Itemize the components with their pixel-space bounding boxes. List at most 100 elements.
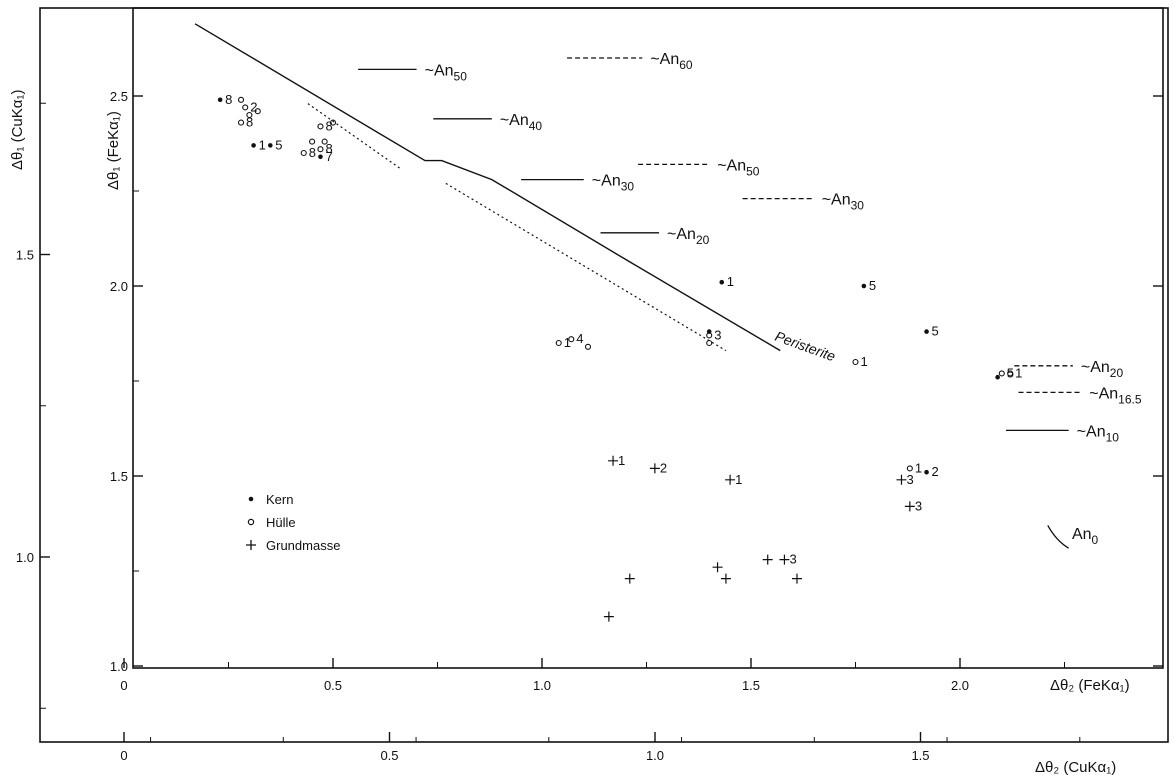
outer-x-axis-label: Δθ₂ (CuKα₁)	[1035, 759, 1116, 776]
an0-curve	[1047, 525, 1070, 549]
point-label: 1	[259, 137, 266, 152]
composition-subscript: 50	[454, 69, 468, 83]
point-label: 2	[932, 464, 939, 479]
grundmasse-point	[904, 501, 915, 512]
inner-y-tick-label: 1.0	[110, 659, 128, 674]
composition-label: ~An10	[1077, 423, 1120, 444]
inner-x-tick-label: 0.5	[324, 678, 342, 693]
point-label: 1	[1015, 365, 1022, 380]
kern-point	[924, 329, 929, 334]
grundmasse-point	[896, 474, 907, 485]
huelle-point	[1007, 370, 1014, 377]
composition-subscript: 20	[696, 233, 710, 247]
kern-point	[861, 283, 867, 289]
point-label: 5	[275, 137, 282, 152]
composition-label: ~An30	[592, 173, 635, 194]
legend-label-huelle: Hülle	[266, 515, 296, 530]
huelle-point	[317, 146, 324, 153]
inner-x-tick-label: 1.5	[742, 678, 760, 693]
point-label: 1	[915, 460, 922, 475]
point-label: 8	[225, 92, 232, 107]
huelle-point	[309, 138, 316, 145]
inner-frame	[132, 7, 1164, 669]
huelle-point	[237, 96, 245, 103]
composition-subscript: 30	[621, 180, 635, 194]
legend-symbol-huelle	[247, 518, 255, 526]
composition-label: ~An16.5	[1089, 385, 1142, 406]
point-label: 8	[325, 141, 332, 156]
inner-x-tick-label: 0	[120, 678, 127, 693]
kern-point	[924, 469, 929, 475]
point-label: 3	[714, 327, 721, 342]
huelle-point	[584, 343, 592, 350]
composition-subscript: 20	[1110, 366, 1124, 380]
huelle-point	[321, 138, 328, 145]
inner-x-tick-label: 1.0	[533, 678, 551, 693]
legend: Kern Hülle Grundmasse	[246, 492, 340, 553]
composition-subscript: 30	[851, 199, 865, 213]
huelle-point	[998, 370, 1005, 377]
legend-label-grundmasse: Grundmasse	[266, 538, 340, 553]
outer-frame	[39, 7, 1169, 743]
outer-y-axis-label: Δθ₁ (CuKα₁)	[9, 90, 26, 171]
huelle-point	[706, 339, 713, 347]
outer-x-tick-label: 0.5	[380, 748, 398, 763]
point-label: 3	[906, 472, 913, 487]
composition-subscript: 40	[529, 119, 543, 133]
outer-axis-ticks: 0 0.5 1.0 1.5 1.0 1.5 2.0	[16, 102, 1081, 763]
composition-label: ~An50	[717, 157, 760, 178]
huelle-point	[329, 119, 337, 126]
grundmasse-point	[725, 474, 736, 485]
point-label: 1	[564, 335, 571, 350]
point-label: 7	[325, 149, 332, 164]
legend-label-kern: Kern	[266, 492, 293, 507]
huelle-point	[246, 111, 253, 119]
grundmasse-point	[712, 562, 723, 573]
point-label: 2	[250, 99, 257, 114]
inner-x-tick-label: 2.0	[951, 678, 969, 693]
composition-label: ~An50	[425, 62, 468, 83]
inner-y-tick-label: 2.5	[110, 89, 128, 104]
point-label: 3	[789, 552, 796, 567]
grundmasse-point	[608, 455, 619, 466]
point-label: 5	[1007, 365, 1014, 380]
huelle-point	[852, 358, 859, 366]
grundmasse-point	[720, 573, 731, 584]
boundary-curves	[194, 23, 1070, 549]
huelle-point	[242, 104, 249, 111]
huelle-point	[300, 149, 307, 157]
grundmasse-point	[791, 573, 802, 584]
composition-label: ~An40	[500, 112, 543, 133]
composition-subscript: 16.5	[1118, 392, 1142, 406]
point-label: 2	[660, 460, 667, 475]
grundmasse-point	[779, 554, 790, 565]
peristerite-label: Peristerite	[773, 328, 838, 365]
point-label: 8	[246, 115, 253, 130]
composition-subscript: 0	[1092, 533, 1099, 547]
kern-point	[719, 279, 725, 285]
outer-x-tick-label: 1.5	[911, 748, 929, 763]
composition-subscript: 50	[746, 164, 760, 178]
grundmasse-point	[649, 463, 660, 474]
point-label: 1	[861, 354, 868, 369]
composition-label: An0	[1072, 526, 1099, 547]
kern-point	[217, 97, 223, 103]
grundmasse-point	[762, 554, 773, 565]
huelle-point	[555, 339, 562, 347]
composition-label: ~An60	[650, 51, 693, 72]
legend-symbol-kern	[248, 496, 254, 502]
huelle-point	[706, 332, 713, 339]
outer-y-tick-label: 1.0	[16, 550, 34, 565]
inner-y-tick-label: 1.5	[110, 469, 128, 484]
huelle-point	[254, 108, 261, 115]
huelle-point	[568, 336, 575, 343]
point-label: 8	[309, 145, 316, 160]
composition-label: ~An30	[822, 192, 865, 213]
huelle-point	[317, 123, 324, 130]
composition-label: ~An20	[667, 226, 710, 247]
point-label: 5	[869, 278, 876, 293]
kern-point	[268, 143, 273, 148]
peristerite-dotted-boundary-lower	[445, 182, 727, 352]
huelle-point	[237, 119, 245, 126]
composition-subscript: 60	[679, 58, 693, 72]
